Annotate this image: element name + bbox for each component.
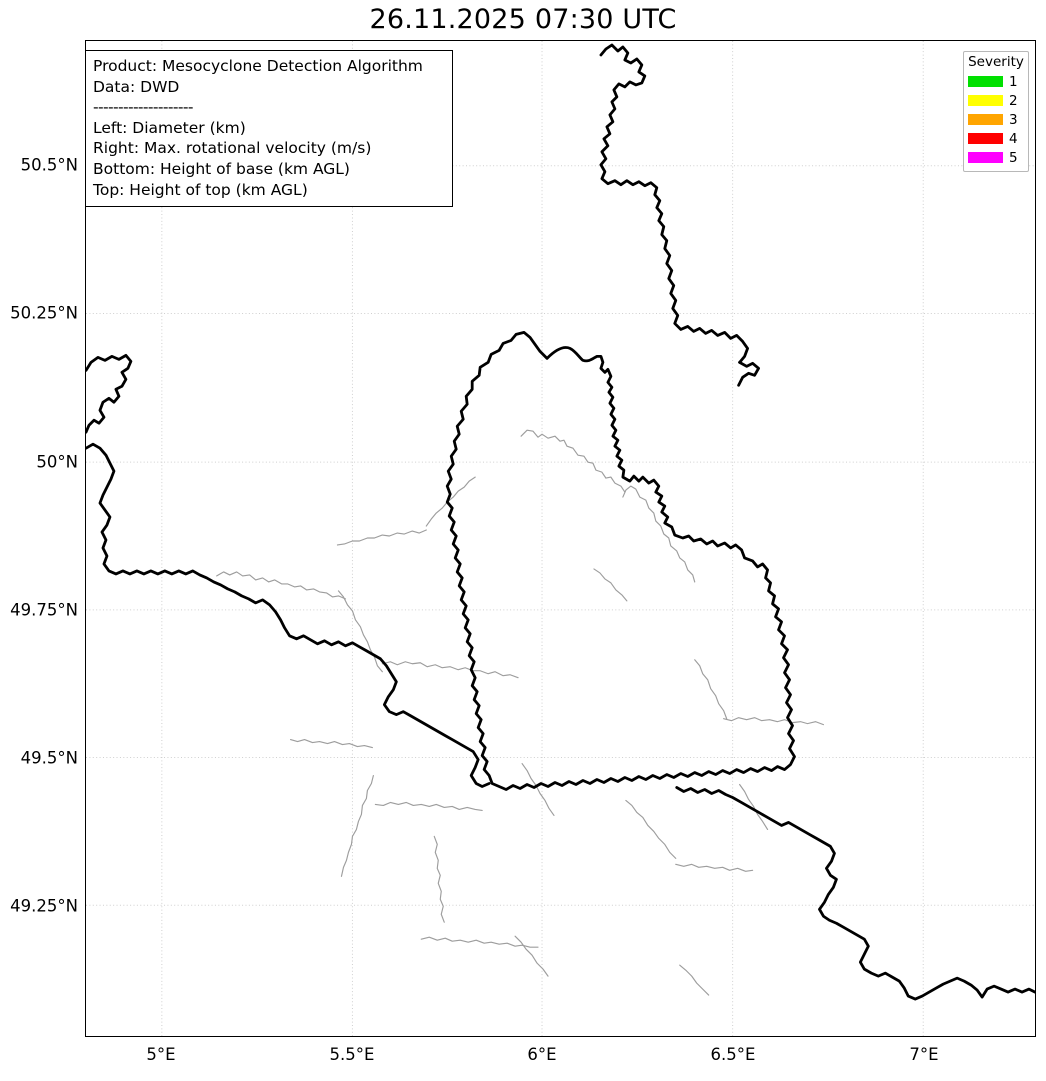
info-line-right: Right: Max. rotational velocity (m/s): [93, 139, 372, 158]
info-line-bottom: Bottom: Height of base (km AGL): [93, 159, 350, 178]
x-tick-7: 7°E: [909, 1045, 939, 1064]
luxembourg-border: [445, 331, 796, 791]
legend-item-1[interactable]: 1: [968, 72, 1024, 91]
legend-label-1: 1: [1009, 73, 1018, 90]
y-axis-labels: 50.5°N 50.25°N 50°N 49.75°N 49.5°N 49.25…: [0, 0, 78, 1081]
severity-swatch-5-icon: [968, 152, 1003, 163]
x-tick-5_5: 5.5°E: [329, 1045, 375, 1064]
severity-swatch-4-icon: [968, 133, 1003, 144]
info-line-top: Top: Height of top (km AGL): [93, 180, 308, 199]
france-germany-border: [675, 786, 1035, 1001]
legend-label-2: 2: [1009, 92, 1018, 109]
severity-swatch-3-icon: [968, 114, 1003, 125]
legend-item-4[interactable]: 4: [968, 129, 1024, 148]
y-tick-49_5: 49.5°N: [20, 748, 78, 768]
info-line-left: Left: Diameter (km): [93, 118, 246, 137]
y-tick-50_25: 50.25°N: [10, 303, 78, 323]
canton-boundaries: [216, 429, 825, 996]
belgium-germany-border: [599, 43, 750, 364]
x-tick-5: 5°E: [146, 1045, 176, 1064]
legend-item-5[interactable]: 5: [968, 148, 1024, 167]
x-tick-6: 6°E: [527, 1045, 557, 1064]
x-axis-labels: 5°E 5.5°E 6°E 6.5°E 7°E: [0, 1045, 1046, 1077]
map-canvas: [86, 41, 1035, 1036]
y-tick-49_25: 49.25°N: [10, 896, 78, 916]
info-line-data: Data: DWD: [93, 77, 180, 96]
germany-border-east: [737, 360, 760, 387]
severity-swatch-1-icon: [968, 76, 1003, 87]
legend-label-3: 3: [1009, 111, 1018, 128]
legend-item-2[interactable]: 2: [968, 91, 1024, 110]
map-gridlines: [86, 41, 1035, 1036]
belgium-france-border: [86, 353, 491, 788]
severity-swatch-2-icon: [968, 95, 1003, 106]
y-tick-50_5: 50.5°N: [20, 155, 78, 175]
legend-label-4: 4: [1009, 130, 1018, 147]
legend-label-5: 5: [1009, 149, 1018, 166]
info-box: Product: Mesocyclone Detection Algorithm…: [85, 50, 453, 208]
legend-title: Severity: [968, 54, 1024, 70]
y-tick-49_75: 49.75°N: [10, 600, 78, 620]
info-line-separator: --------------------: [93, 98, 193, 117]
info-line-product: Product: Mesocyclone Detection Algorithm: [93, 57, 423, 75]
legend-item-3[interactable]: 3: [968, 110, 1024, 129]
severity-legend[interactable]: Severity 1 2 3 4 5: [963, 51, 1029, 172]
x-tick-6_5: 6.5°E: [710, 1045, 756, 1064]
page-title: 26.11.2025 07:30 UTC: [369, 4, 677, 35]
y-tick-50: 50°N: [36, 452, 78, 472]
